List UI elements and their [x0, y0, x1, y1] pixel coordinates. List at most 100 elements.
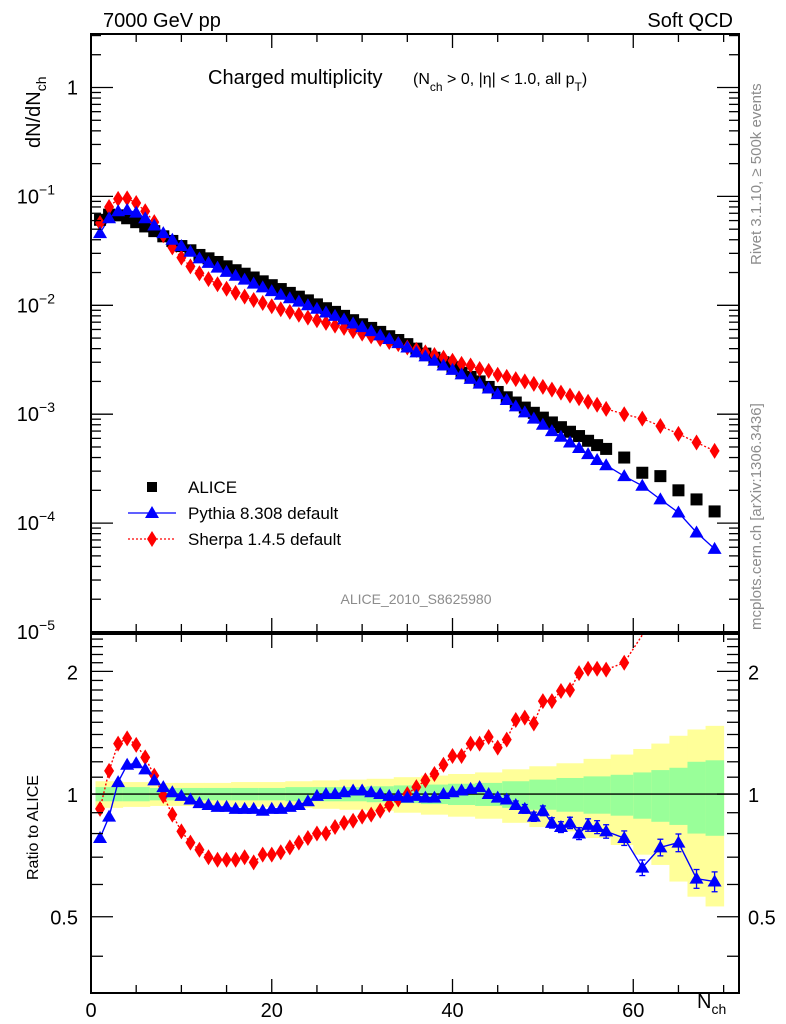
ratio-point-triangle [517, 801, 532, 814]
main-point-triangle [373, 328, 388, 341]
main-point-triangle [129, 205, 144, 218]
main-point-triangle [553, 429, 568, 442]
main-point-triangle [318, 305, 333, 318]
ratio-point-triangle [192, 796, 207, 809]
main-point-square [600, 442, 613, 455]
legend-label: Pythia 8.308 default [188, 504, 339, 523]
ratio-point-diamond [221, 851, 232, 868]
ratio-point-diamond [519, 709, 530, 726]
ratio-y-tick-label-right: 0.5 [748, 908, 776, 930]
main-point-triangle [264, 284, 279, 297]
main-point-diamond [574, 390, 585, 407]
main-point-diamond [203, 271, 214, 288]
ratio-band-inner [610, 774, 634, 816]
main-point-diamond [438, 349, 449, 366]
ratio-point-triangle [129, 756, 144, 769]
main-point-triangle [337, 312, 352, 325]
ratio-point-diamond [104, 762, 115, 779]
ratio-point-triangle [671, 835, 686, 848]
main-point-diamond [447, 352, 458, 369]
ratio-point-diamond [230, 851, 241, 868]
main-point-diamond [311, 312, 322, 329]
main-point-triangle [391, 336, 406, 349]
main-point-diamond [492, 366, 503, 383]
header-left: 7000 GeV pp [103, 10, 221, 32]
main-point-triangle [237, 272, 252, 285]
main-series-group [93, 190, 722, 554]
main-point-diamond [257, 294, 268, 311]
main-point-diamond [637, 410, 648, 427]
main-point-diamond [176, 249, 187, 266]
main-y-tick-label: 10−4 [17, 508, 55, 535]
main-point-triangle [544, 424, 559, 437]
legend-label: Sherpa 1.4.5 default [188, 530, 341, 549]
main-point-triangle [653, 492, 668, 505]
main-point-square [690, 493, 703, 506]
svg-text:dN/dNch: dN/dNch [23, 77, 49, 149]
ratio-point-diamond [583, 660, 594, 677]
header-right: Soft QCD [647, 10, 733, 32]
main-y-tick-label: 10−5 [17, 617, 55, 644]
ratio-point-triangle [264, 801, 279, 814]
ratio-point-triangle [93, 831, 108, 844]
main-point-diamond [691, 434, 702, 451]
main-point-triangle [562, 435, 577, 448]
ratio-point-triangle [346, 783, 361, 796]
ratio-frame [90, 633, 740, 994]
main-point-triangle [300, 298, 315, 311]
main-point-triangle [689, 525, 704, 538]
main-y-tick-label: 1 [67, 78, 78, 100]
ratio-point-triangle [318, 787, 333, 800]
ratio-point-triangle [553, 820, 568, 833]
main-point-triangle [174, 239, 189, 252]
ratio-point-triangle [237, 801, 252, 814]
chart-title: Charged multiplicity [208, 67, 383, 89]
main-point-diamond [601, 400, 612, 417]
main-point-diamond [284, 303, 295, 320]
main-point-triangle [228, 268, 243, 281]
main-point-diamond [546, 381, 557, 398]
main-point-triangle [346, 316, 361, 329]
ratio-point-triangle [219, 799, 234, 812]
ratio-point-diamond [510, 711, 521, 728]
ratio-point-triangle [364, 785, 379, 798]
main-line-pythia-8-308-default [99, 209, 716, 550]
main-point-diamond [95, 214, 106, 231]
main-point-triangle [454, 367, 469, 380]
ratio-point-triangle [427, 790, 442, 803]
ratio-point-diamond [474, 735, 485, 752]
main-point-square [130, 216, 143, 229]
ratio-point-diamond [266, 846, 277, 863]
main-point-triangle [382, 332, 397, 345]
main-point-triangle [463, 371, 478, 384]
main-point-triangle [445, 362, 460, 375]
ratio-point-triangle [183, 792, 198, 805]
ratio-point-triangle [472, 780, 487, 793]
ratio-point-diamond [122, 730, 133, 747]
main-point-diamond [212, 276, 223, 293]
main-point-triangle [93, 226, 108, 239]
main-point-diamond [320, 314, 331, 331]
x-tick-label: 0 [85, 1000, 96, 1022]
main-point-triangle [255, 280, 270, 293]
main-point-diamond [655, 417, 666, 434]
title-cond-c: ) [582, 71, 587, 88]
main-point-square [708, 505, 721, 518]
main-point-triangle [535, 417, 550, 430]
ratio-point-diamond [348, 812, 359, 829]
ratio-band-inner [556, 777, 585, 812]
ratio-point-diamond [375, 802, 386, 819]
ratio-point-triangle [418, 790, 433, 803]
chart-title-conditions: (Nch > 0, |η| < 1.0, all pT) [413, 71, 587, 94]
main-point-triangle [282, 291, 297, 304]
legend-label: ALICE [188, 478, 237, 497]
x-tick-label: 20 [261, 1000, 283, 1022]
x-axis-label: Nch [697, 991, 726, 1017]
main-point-diamond [619, 406, 630, 423]
main-y-tick-label: 10−2 [17, 290, 55, 317]
ratio-point-triangle [355, 783, 370, 796]
ratio-point-diamond [564, 682, 575, 699]
legend-entry: Sherpa 1.4.5 default [128, 530, 341, 549]
ratio-point-diamond [483, 729, 494, 746]
main-point-diamond [528, 375, 539, 392]
